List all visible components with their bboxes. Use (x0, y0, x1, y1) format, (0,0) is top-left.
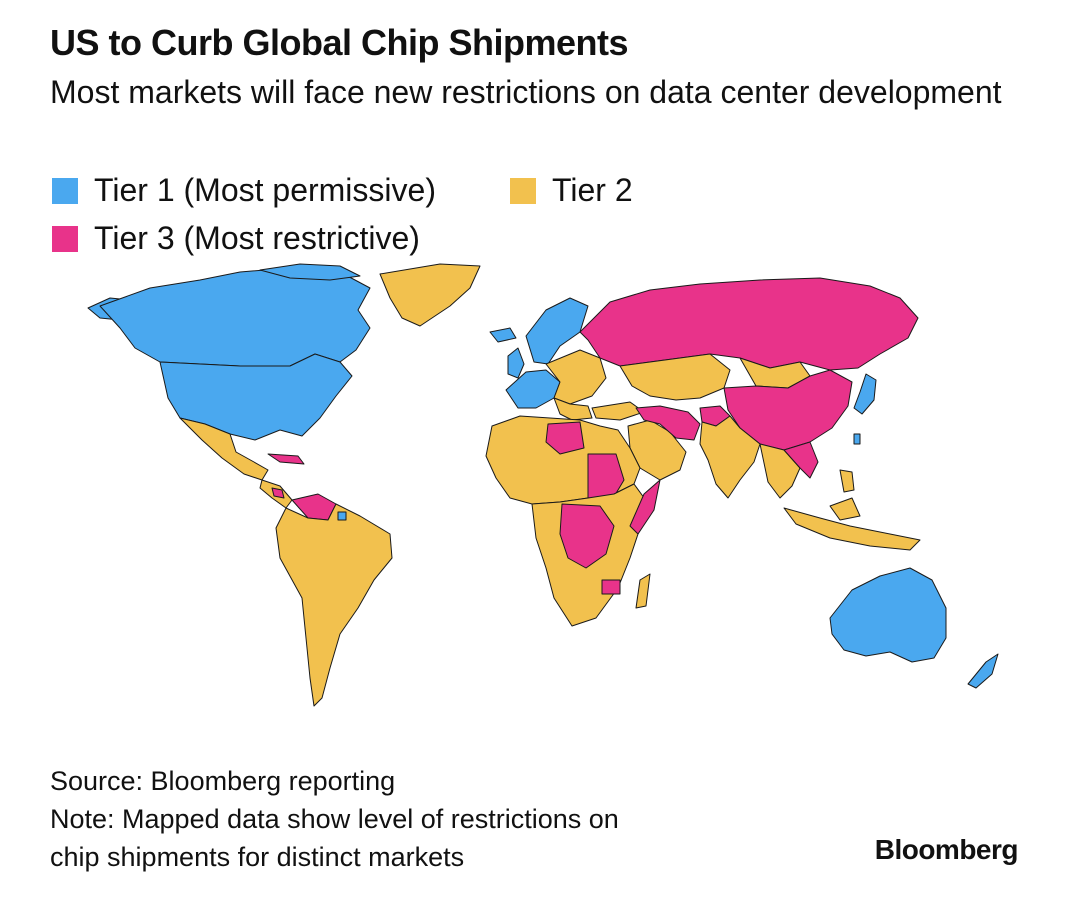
legend-item-tier2: Tier 2 (510, 172, 633, 209)
region-canada (99, 267, 371, 367)
region-mexico (179, 417, 269, 481)
legend-item-tier3: Tier 3 (Most restrictive) (52, 220, 420, 257)
source-note: Source: Bloomberg reporting Note: Mapped… (50, 762, 810, 876)
region-indochina (783, 441, 819, 479)
legend-item-tier1: Tier 1 (Most permissive) (52, 172, 436, 209)
region-japan (853, 373, 877, 415)
region-eastern-europe (545, 349, 607, 405)
chart-title: US to Curb Global Chip Shipments (50, 22, 629, 63)
region-indonesia (783, 507, 921, 551)
region-turkey (591, 401, 645, 421)
legend-label-tier2: Tier 2 (552, 172, 633, 208)
region-india (699, 415, 761, 499)
region-suriname (337, 511, 347, 521)
note-line-2: chip shipments for distinct markets (50, 842, 465, 872)
region-philippines (839, 469, 855, 493)
region-borneo (829, 497, 861, 521)
legend-label-tier1: Tier 1 (Most permissive) (94, 172, 436, 208)
region-taiwan (853, 433, 861, 445)
region-new-zealand (967, 653, 999, 689)
region-iran (635, 405, 701, 441)
region-australia (829, 567, 947, 663)
legend-swatch-tier3 (52, 225, 78, 252)
legend-swatch-tier2 (510, 177, 536, 204)
region-greenland (379, 263, 481, 327)
legend-swatch-tier1 (52, 177, 78, 204)
region-south-america (275, 503, 393, 707)
region-canada-islands (259, 263, 361, 281)
region-madagascar (635, 573, 651, 609)
region-cuba (267, 453, 305, 465)
region-iceland (489, 327, 517, 343)
region-nicaragua (271, 487, 285, 499)
source-line: Source: Bloomberg reporting (50, 766, 396, 796)
region-somalia (629, 479, 661, 535)
region-zimbabwe (601, 579, 621, 595)
world-map (87, 263, 999, 707)
note-line-1: Note: Mapped data show level of restrict… (50, 804, 619, 834)
region-sudan (587, 453, 625, 501)
region-central-africa (559, 503, 615, 569)
region-balkans (553, 397, 593, 421)
legend-label-tier3: Tier 3 (Most restrictive) (94, 220, 420, 256)
chart-subtitle: Most markets will face new restrictions … (50, 74, 1002, 110)
bloomberg-logo: Bloomberg (874, 834, 1019, 865)
region-uk (507, 347, 525, 379)
region-russia (579, 277, 919, 371)
region-libya (545, 421, 585, 455)
